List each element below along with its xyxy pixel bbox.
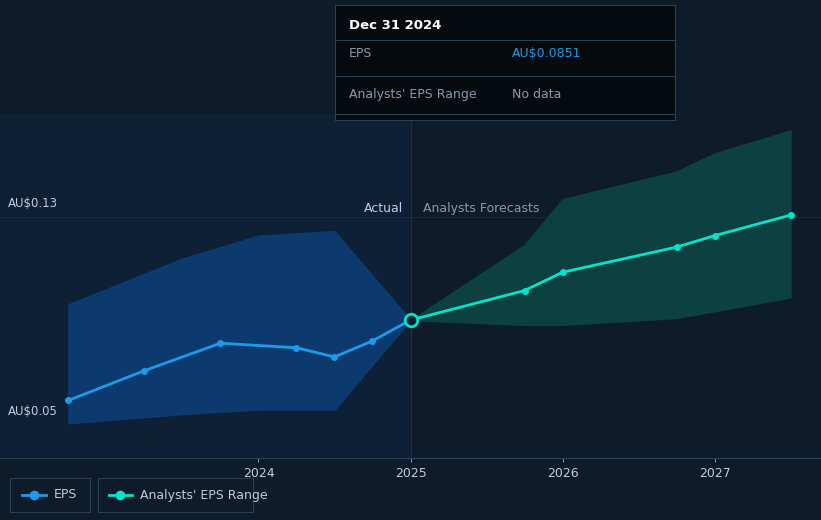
Text: Analysts' EPS Range: Analysts' EPS Range [349, 88, 476, 101]
Text: Actual: Actual [364, 202, 403, 215]
Text: AU$0.05: AU$0.05 [7, 405, 57, 418]
Text: Analysts' EPS Range: Analysts' EPS Range [140, 488, 268, 501]
Text: EPS: EPS [349, 47, 372, 60]
Text: Analysts Forecasts: Analysts Forecasts [423, 202, 539, 215]
Text: No data: No data [511, 88, 562, 101]
Bar [410, 114, 821, 458]
Text: EPS: EPS [54, 488, 77, 501]
Text: Dec 31 2024: Dec 31 2024 [349, 19, 441, 32]
Text: AU$0.0851: AU$0.0851 [511, 47, 581, 60]
Bar [0, 114, 410, 458]
Text: AU$0.13: AU$0.13 [7, 198, 57, 211]
